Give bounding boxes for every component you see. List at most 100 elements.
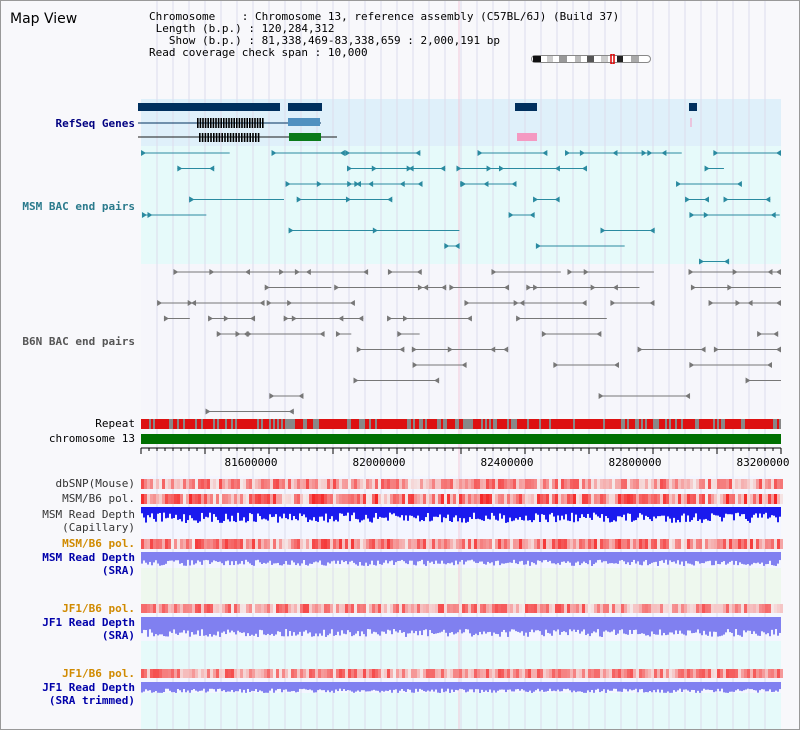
repeat-mark xyxy=(237,419,239,429)
track-label-msm-depth-cap-1[interactable]: MSM Read Depth xyxy=(42,508,135,521)
msm-pol-cell xyxy=(735,494,738,504)
jf1-trim-depth xyxy=(655,682,657,693)
gene-exon xyxy=(254,118,256,128)
msm-sra-depth xyxy=(475,552,477,563)
repeat-mark xyxy=(335,419,337,429)
track-label-msm-b6-pol-1[interactable]: MSM/B6 pol. xyxy=(62,492,135,505)
gene-exon xyxy=(220,118,222,128)
jf1-sra-depth xyxy=(225,617,227,635)
repeat-mark xyxy=(341,419,343,429)
jf1-pol-cell xyxy=(444,604,447,613)
msm-pol-cell xyxy=(420,539,423,549)
jf1-sra-depth xyxy=(231,617,233,631)
msm-capillary-depth xyxy=(533,507,535,521)
track-label-refseq[interactable]: RefSeq Genes xyxy=(55,117,135,130)
jf1-sra-depth xyxy=(297,617,299,635)
jf1-sra-depth xyxy=(627,617,629,635)
dbsnp-cell xyxy=(507,479,510,489)
jf1-pol-cell xyxy=(675,669,678,678)
msm-pol-cell xyxy=(474,494,477,504)
b6n-bac-pair-end xyxy=(259,300,265,306)
chromosome-ideogram[interactable] xyxy=(531,54,651,64)
msm-pol-cell xyxy=(669,494,672,504)
jf1-trim-depth xyxy=(303,682,305,689)
msm-sra-depth xyxy=(281,552,283,566)
track-label-b6n-bac[interactable]: B6N BAC end pairs xyxy=(22,335,135,348)
jf1-sra-depth xyxy=(207,617,209,637)
msm-capillary-depth xyxy=(511,507,513,522)
repeat-mark xyxy=(167,419,169,429)
repeat-mark xyxy=(245,419,247,429)
dbsnp-cell xyxy=(663,479,666,489)
msm-capillary-depth xyxy=(255,507,257,522)
msm-capillary-depth xyxy=(637,507,639,518)
jf1-pol-cell xyxy=(522,669,525,678)
dbsnp-cell xyxy=(696,479,699,489)
jf1-sra-depth xyxy=(587,617,589,634)
jf1-sra-depth xyxy=(383,617,385,632)
msm-capillary-depth xyxy=(475,507,477,520)
jf1-pol-cell xyxy=(144,604,147,613)
msm-pol-cell xyxy=(768,539,771,549)
jf1-trim-depth xyxy=(285,682,287,690)
repeat-mark xyxy=(193,419,195,429)
gene-exon xyxy=(210,118,212,128)
msm-capillary-depth xyxy=(393,507,395,514)
msm-sra-depth xyxy=(555,552,557,565)
msm-sra-depth xyxy=(173,552,175,562)
jf1-trim-depth xyxy=(623,682,625,689)
msm-capillary-depth xyxy=(685,507,687,522)
msm-capillary-depth xyxy=(601,507,603,515)
msm-pol-cell xyxy=(303,494,306,504)
jf1-trim-depth xyxy=(347,682,349,691)
track-label-repeat[interactable]: Repeat xyxy=(95,417,135,430)
jf1-trim-depth xyxy=(703,682,705,689)
dbsnp-cell xyxy=(753,479,756,489)
repeat-mark xyxy=(647,419,649,429)
msm-bac-pair-end xyxy=(704,165,710,172)
track-label-msm-b6-pol-2[interactable]: MSM/B6 pol. xyxy=(62,537,135,550)
track-label-msm-bac[interactable]: MSM BAC end pairs xyxy=(22,200,135,213)
track-label-jf1-depth-trim-1[interactable]: JF1 Read Depth xyxy=(42,681,135,694)
track-label-chromosome[interactable]: chromosome 13 xyxy=(48,432,135,445)
jf1-trim-depth xyxy=(651,682,653,693)
track-label-jf1-depth-sra-1[interactable]: JF1 Read Depth xyxy=(42,616,135,629)
track-label-jf1-b6-pol-2[interactable]: JF1/B6 pol. xyxy=(62,667,135,680)
msm-sra-depth xyxy=(389,552,391,562)
msm-pol-cell xyxy=(180,494,183,504)
msm-capillary-depth xyxy=(283,507,285,514)
jf1-sra-depth xyxy=(269,617,271,636)
track-label-jf1-b6-pol-1[interactable]: JF1/B6 pol. xyxy=(62,602,135,615)
jf1-pol-cell xyxy=(693,669,696,678)
msm-pol-cell xyxy=(171,494,174,504)
msm-sra-depth xyxy=(617,552,619,564)
track-label-dbsnp[interactable]: dbSNP(Mouse) xyxy=(55,477,135,490)
repeat-mark xyxy=(267,419,269,429)
b6n-bac-pair-end xyxy=(187,300,193,306)
repeat-mark xyxy=(317,419,319,429)
jf1-trim-depth xyxy=(317,682,319,691)
jf1-pol-cell xyxy=(633,669,636,678)
repeat-mark xyxy=(195,419,197,429)
msm-sra-depth xyxy=(283,552,285,565)
b6n-bac-pair-end xyxy=(708,300,714,306)
jf1-trim-depth xyxy=(583,682,585,693)
jf1-sra-depth xyxy=(357,617,359,632)
msm-capillary-depth xyxy=(267,507,269,521)
jf1-sra-depth xyxy=(757,617,759,636)
msm-bac-pair-end xyxy=(285,181,291,187)
msm-pol-cell xyxy=(162,539,165,549)
track-label-msm-depth-sra-1[interactable]: MSM Read Depth xyxy=(42,551,135,564)
dbsnp-cell xyxy=(210,479,213,489)
repeat-mark xyxy=(371,419,373,429)
jf1-pol-cell xyxy=(639,604,642,613)
msm-bac-pair-end xyxy=(177,165,183,172)
msm-pol-cell xyxy=(375,494,378,504)
jf1-pol-cell xyxy=(345,669,348,678)
msm-sra-depth xyxy=(545,552,547,560)
msm-capillary-depth xyxy=(493,507,495,516)
msm-sra-depth xyxy=(335,552,337,564)
msm-capillary-depth xyxy=(315,507,317,521)
msm-bac-pair-end xyxy=(581,165,587,172)
